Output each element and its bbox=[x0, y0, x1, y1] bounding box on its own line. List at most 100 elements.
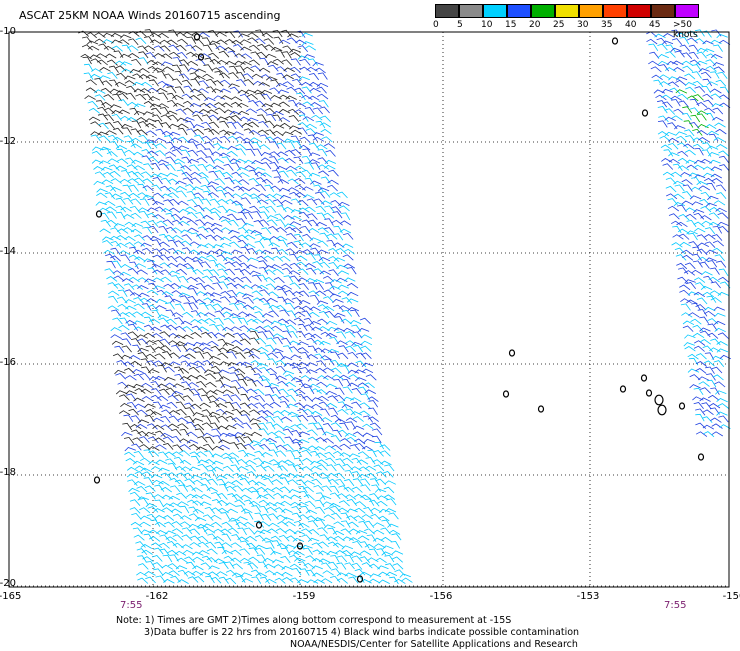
wind-barb bbox=[271, 540, 282, 548]
wind-barb bbox=[678, 233, 690, 240]
wind-barb bbox=[258, 521, 270, 527]
wind-barb bbox=[687, 95, 699, 102]
wind-barb bbox=[291, 366, 303, 374]
wind-barb bbox=[325, 457, 336, 465]
wind-barb bbox=[202, 432, 215, 438]
wind-barb bbox=[143, 324, 155, 331]
wind-barb bbox=[716, 411, 728, 416]
wind-barb bbox=[275, 528, 287, 534]
wind-barb bbox=[205, 102, 217, 109]
wind-barb bbox=[338, 305, 351, 311]
wind-barb bbox=[318, 100, 329, 108]
wind-barb bbox=[120, 403, 132, 408]
wind-barb bbox=[265, 108, 276, 115]
wind-barb bbox=[243, 436, 254, 444]
wind-barb bbox=[338, 485, 349, 492]
wind-barb bbox=[94, 77, 105, 86]
wind-barb bbox=[205, 303, 217, 311]
wind-barb bbox=[677, 142, 689, 149]
wind-barb bbox=[315, 221, 327, 227]
wind-barb bbox=[275, 235, 288, 241]
wind-barb bbox=[137, 419, 150, 424]
wind-barb bbox=[167, 462, 178, 471]
wind-barb bbox=[370, 478, 380, 486]
wind-barb bbox=[177, 38, 189, 45]
wind-barb bbox=[293, 156, 304, 164]
wind-barb bbox=[692, 260, 703, 268]
wind-barb bbox=[148, 369, 160, 374]
wind-barb bbox=[80, 53, 92, 60]
wind-barb bbox=[334, 394, 346, 402]
wind-barb bbox=[247, 486, 259, 493]
wind-barb bbox=[140, 388, 153, 394]
wind-barb bbox=[296, 479, 307, 486]
wind-barb bbox=[223, 192, 235, 199]
wind-barb bbox=[330, 555, 340, 563]
wind-barb bbox=[153, 53, 166, 58]
wind-barb bbox=[707, 260, 718, 268]
wind-barb bbox=[275, 227, 287, 234]
wind-barb bbox=[195, 451, 208, 457]
wind-barb bbox=[298, 211, 310, 219]
wind-barb bbox=[277, 89, 289, 94]
wind-barb bbox=[191, 570, 204, 576]
wind-barb bbox=[180, 240, 192, 247]
wind-barb bbox=[292, 537, 305, 542]
wind-barb bbox=[202, 37, 212, 45]
wind-barb bbox=[137, 285, 149, 290]
wind-barb bbox=[697, 376, 710, 381]
wind-barb bbox=[218, 562, 229, 570]
wind-barb bbox=[697, 137, 710, 143]
wind-barb bbox=[178, 275, 189, 283]
wind-barb bbox=[697, 309, 708, 317]
wind-barb bbox=[254, 520, 264, 528]
wind-barb bbox=[115, 205, 126, 213]
wind-barb bbox=[284, 158, 296, 164]
wind-barb bbox=[683, 143, 695, 150]
wind-barb bbox=[682, 184, 693, 192]
wind-barb bbox=[674, 184, 685, 192]
wind-barb bbox=[197, 388, 208, 395]
wind-barb bbox=[275, 219, 286, 227]
wind-barb bbox=[667, 198, 678, 206]
wind-barb bbox=[182, 326, 194, 332]
wind-barb bbox=[700, 215, 712, 221]
wind-barb bbox=[337, 401, 348, 409]
wind-barb bbox=[152, 424, 165, 430]
wind-barb bbox=[649, 51, 660, 59]
wind-barb bbox=[334, 316, 345, 324]
wind-barb bbox=[282, 74, 294, 80]
wind-barb bbox=[325, 282, 335, 290]
wind-barb bbox=[379, 450, 391, 457]
wind-barb bbox=[688, 51, 699, 60]
wind-barb bbox=[120, 264, 133, 269]
wind-barb bbox=[337, 270, 350, 275]
wind-barb bbox=[693, 387, 704, 396]
wind-barb bbox=[193, 192, 205, 199]
wind-barb bbox=[272, 559, 284, 564]
wind-barb bbox=[174, 70, 185, 79]
wind-barb bbox=[210, 298, 222, 304]
wind-barb bbox=[289, 282, 301, 289]
wind-barb bbox=[692, 324, 704, 332]
wind-barb bbox=[269, 141, 280, 149]
wind-barb bbox=[299, 300, 311, 305]
wind-barb bbox=[660, 144, 673, 151]
wind-barb bbox=[132, 460, 145, 466]
wind-barb bbox=[712, 240, 724, 247]
wind-barb bbox=[264, 269, 276, 276]
wind-barb bbox=[222, 410, 234, 415]
wind-barb bbox=[215, 185, 227, 192]
wind-barb bbox=[364, 465, 377, 471]
wind-barb bbox=[250, 65, 262, 72]
wind-barb bbox=[264, 53, 277, 58]
wind-barb bbox=[296, 423, 308, 430]
wind-barb bbox=[123, 361, 135, 368]
wind-barb bbox=[236, 442, 247, 450]
wind-barb bbox=[287, 388, 299, 396]
wind-barb bbox=[191, 110, 204, 115]
wind-barb bbox=[288, 464, 298, 472]
wind-barb bbox=[235, 158, 247, 163]
wind-barb bbox=[294, 557, 306, 562]
wind-barb bbox=[317, 93, 329, 100]
